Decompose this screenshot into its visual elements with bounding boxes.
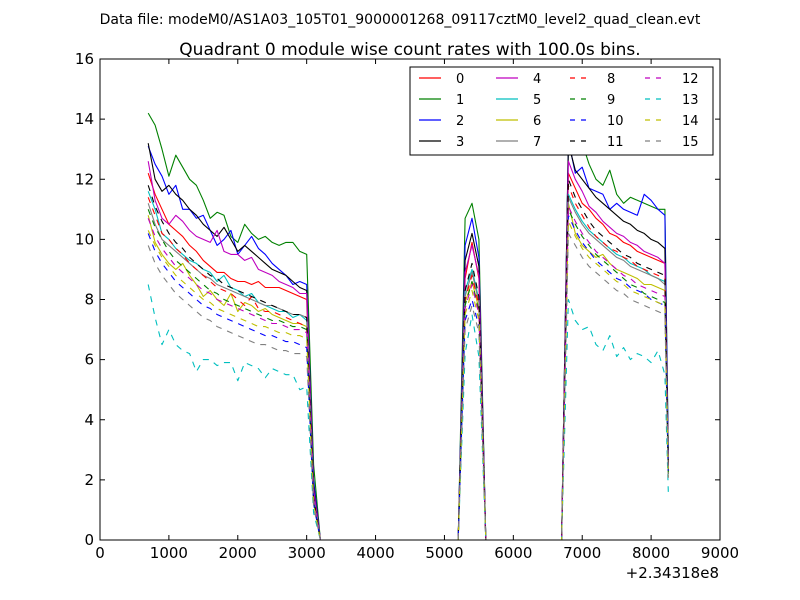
legend-label-8: 8 bbox=[607, 72, 615, 87]
legend-label-3: 3 bbox=[456, 135, 464, 150]
y-tick-label: 8 bbox=[84, 291, 94, 309]
series-line-11 bbox=[147, 178, 669, 540]
series-line-13 bbox=[147, 284, 669, 540]
series-line-0 bbox=[147, 172, 669, 540]
x-tick-label: 9000 bbox=[701, 544, 739, 562]
y-tick-label: 16 bbox=[75, 50, 94, 68]
legend-label-14: 14 bbox=[682, 114, 699, 129]
series-line-5 bbox=[147, 191, 669, 540]
series-line-8 bbox=[147, 184, 669, 540]
legend-label-4: 4 bbox=[533, 72, 541, 87]
legend-label-15: 15 bbox=[682, 135, 699, 150]
legend-label-6: 6 bbox=[533, 114, 541, 129]
y-tick-label: 4 bbox=[84, 411, 94, 429]
series-line-7 bbox=[147, 196, 669, 540]
y-tick-label: 6 bbox=[84, 351, 94, 369]
series-line-10 bbox=[147, 214, 669, 540]
x-tick-label: 7000 bbox=[563, 544, 601, 562]
legend-label-9: 9 bbox=[607, 93, 615, 108]
x-tick-label: 3000 bbox=[288, 544, 326, 562]
legend-label-10: 10 bbox=[607, 114, 624, 129]
legend-label-11: 11 bbox=[607, 135, 624, 150]
x-tick-label: 4000 bbox=[356, 544, 394, 562]
legend-label-13: 13 bbox=[682, 93, 699, 108]
legend-label-2: 2 bbox=[456, 114, 464, 129]
legend-box bbox=[409, 66, 714, 156]
series-line-6 bbox=[147, 202, 669, 540]
series-line-9 bbox=[147, 208, 669, 540]
x-tick-label: 1000 bbox=[150, 544, 188, 562]
legend-label-7: 7 bbox=[533, 135, 541, 150]
y-tick-label: 0 bbox=[84, 531, 94, 549]
legend-label-5: 5 bbox=[533, 93, 541, 108]
figure-suptitle: Data file: modeM0/AS1A03_105T01_90000012… bbox=[100, 12, 701, 28]
legend-label-1: 1 bbox=[456, 93, 464, 108]
y-tick-label: 12 bbox=[75, 170, 94, 188]
x-tick-label: 8000 bbox=[632, 544, 670, 562]
chart-title: Quadrant 0 module wise count rates with … bbox=[179, 40, 640, 60]
x-tick-label: 0 bbox=[95, 544, 105, 562]
y-tick-label: 2 bbox=[84, 471, 94, 489]
y-tick-label: 10 bbox=[75, 230, 94, 248]
legend-label-0: 0 bbox=[456, 72, 464, 87]
x-offset-label: +2.34318e8 bbox=[626, 564, 719, 582]
x-tick-label: 6000 bbox=[494, 544, 532, 562]
x-axis: 0 1000 2000 3000 4000 5000 6000 7000 8000 9000 bbox=[95, 59, 739, 562]
y-tick-label: 14 bbox=[75, 110, 94, 128]
x-tick-label: 5000 bbox=[425, 544, 463, 562]
series-line-4 bbox=[147, 160, 669, 540]
legend-label-12: 12 bbox=[682, 72, 699, 87]
series-line-3 bbox=[147, 142, 669, 540]
x-tick-label: 2000 bbox=[219, 544, 257, 562]
